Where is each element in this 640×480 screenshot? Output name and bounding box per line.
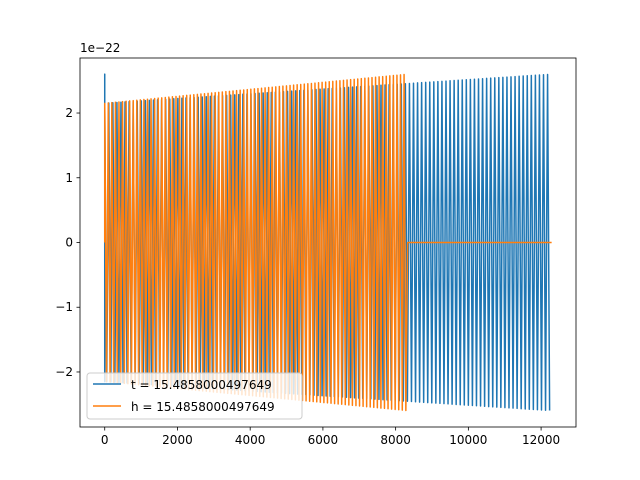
y-tick-label: 1	[65, 171, 73, 185]
legend: t = 15.4858000497649 h = 15.485800049764…	[86, 372, 303, 420]
y-axis-scale-label: 1e−22	[80, 41, 120, 55]
series-line-t	[103, 73, 551, 412]
legend-label-h: h = 15.4858000497649	[131, 400, 275, 414]
y-tick-label: 0	[65, 236, 73, 250]
x-tick-label: 10000	[449, 433, 487, 447]
x-tick-label: 2000	[162, 433, 193, 447]
y-tick-label: 2	[65, 106, 73, 120]
x-tick-label: 4000	[235, 433, 266, 447]
legend-box	[86, 372, 303, 420]
y-tick-label: −2	[55, 365, 73, 379]
x-tick-label: 12000	[522, 433, 560, 447]
legend-label-t: t = 15.4858000497649	[131, 378, 272, 392]
x-tick-label: 8000	[380, 433, 411, 447]
x-tick-label: 0	[101, 433, 109, 447]
x-tick-label: 6000	[308, 433, 339, 447]
x-axis: 0 2000 4000 6000 8000 10000 12000	[101, 427, 560, 447]
y-tick-label: −1	[55, 300, 73, 314]
y-axis: −2 −1 0 1 2	[55, 106, 80, 379]
